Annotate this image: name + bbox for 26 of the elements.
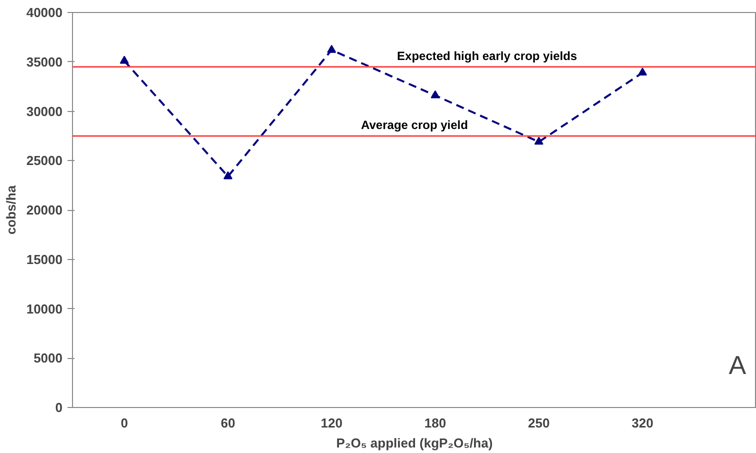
x-tick-label: 250	[528, 416, 550, 430]
y-axis-title: cobs/ha	[3, 184, 18, 235]
point	[638, 68, 647, 76]
point	[327, 44, 336, 53]
point	[120, 56, 129, 64]
x-tick-label: 320	[632, 416, 654, 430]
ref-line-label: Expected high early crop yields	[397, 48, 578, 63]
x-tick-label: 120	[320, 416, 342, 430]
annotation: A	[728, 350, 747, 380]
point	[223, 171, 232, 180]
y-tick-label: 35000	[26, 54, 63, 70]
y-tick-label: 25000	[26, 153, 63, 168]
y-tick-label: 5000	[34, 350, 62, 366]
ref-line-label: Average crop yield	[361, 118, 468, 132]
y-tick-label: 15000	[26, 252, 63, 267]
point	[430, 90, 440, 98]
x-tick-label: 60	[220, 416, 236, 430]
y-tick-label: 40000	[26, 5, 63, 20]
y-tick-label: 30000	[26, 104, 63, 119]
y-tick-label: 0	[55, 400, 63, 415]
point	[534, 136, 544, 145]
y-tick-label: 10000	[26, 301, 63, 316]
y-tick-label: 20000	[26, 202, 63, 218]
x-axis-title: P₂O₅ applied (kgP₂O₅/ha)	[336, 436, 493, 450]
x-tick-label: 0	[120, 416, 128, 430]
x-tick-label: 180	[424, 416, 446, 430]
